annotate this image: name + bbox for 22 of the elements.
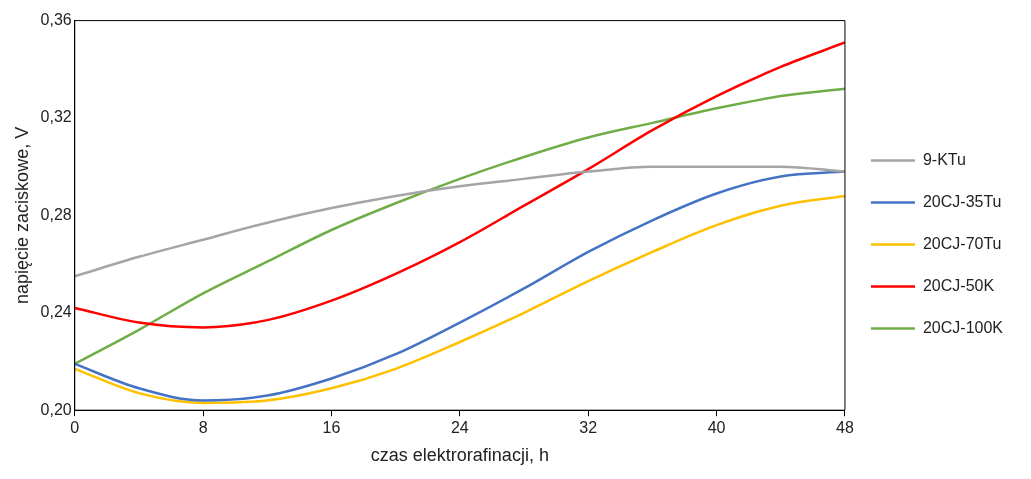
x-tick-label: 0 bbox=[70, 419, 80, 437]
x-axis-title: czas elektrorafinacji, h bbox=[370, 445, 549, 466]
y-tick-label: 0,20 bbox=[40, 400, 72, 418]
x-tick-label: 40 bbox=[707, 419, 726, 437]
y-tick-label: 0,32 bbox=[40, 108, 72, 126]
legend-label: 20CJ-50K bbox=[922, 276, 995, 294]
x-tick-label: 8 bbox=[198, 419, 208, 437]
line-series bbox=[74, 87, 845, 366]
x-tick-label: 48 bbox=[836, 419, 854, 437]
x-tick-label: 24 bbox=[450, 419, 469, 437]
x-tick-label: 16 bbox=[322, 419, 341, 437]
line-series bbox=[74, 41, 845, 329]
legend-label: 20CJ-70Tu bbox=[922, 234, 1002, 252]
legend-label: 9-KTu bbox=[922, 150, 966, 168]
legend-label: 20CJ-100K bbox=[922, 318, 1004, 336]
y-axis-title: napięcie zaciskowe, V bbox=[11, 126, 32, 304]
legend-label: 20CJ-35Tu bbox=[922, 192, 1002, 210]
y-tick-label: 0,28 bbox=[40, 205, 72, 223]
y-tick-label: 0,24 bbox=[40, 303, 72, 321]
line-series bbox=[74, 165, 845, 278]
x-tick-label: 32 bbox=[579, 419, 598, 437]
y-tick-label: 0,36 bbox=[40, 11, 72, 29]
